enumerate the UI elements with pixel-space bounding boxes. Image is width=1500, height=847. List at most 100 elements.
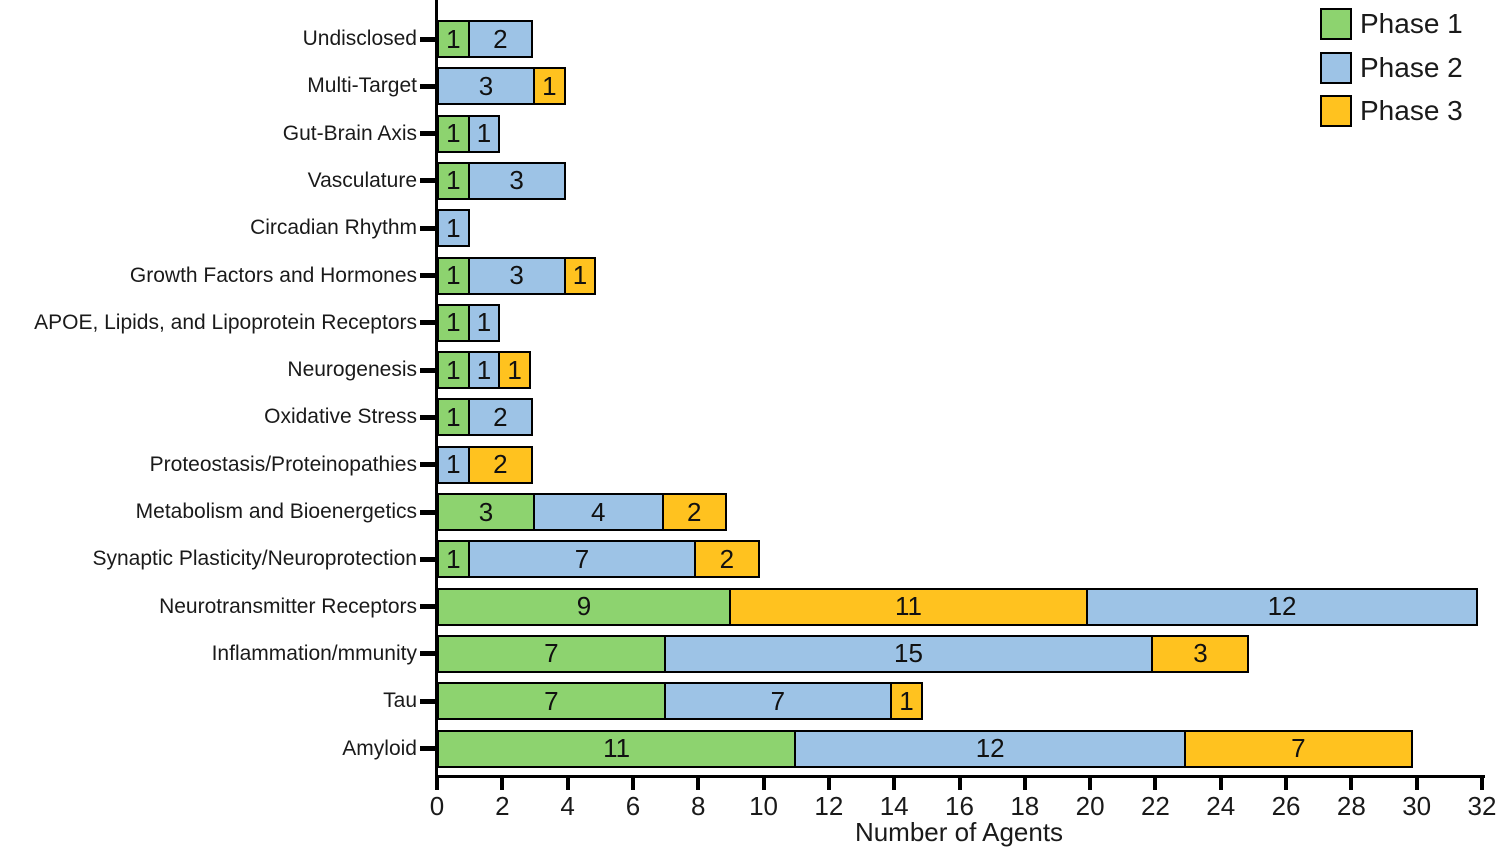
category-label: APOE, Lipids, and Lipoprotein Receptors [34, 310, 417, 334]
bar-segment: 3 [437, 67, 535, 106]
x-axis-tick [1480, 777, 1484, 790]
category-label: Neurogenesis [287, 358, 417, 382]
bar-segment: 3 [437, 493, 535, 531]
x-axis-tick [1088, 777, 1093, 790]
bar-segment: 1 [437, 303, 470, 342]
x-axis-tick-label: 0 [429, 791, 445, 821]
y-axis-tick [420, 509, 436, 515]
x-axis-tick-label: 24 [1206, 791, 1236, 821]
category-label: Metabolism and Bioenergetics [135, 500, 417, 523]
bar-segment: 1 [890, 682, 923, 721]
x-axis-tick [761, 777, 766, 790]
bar-segment: 12 [1086, 587, 1478, 626]
legend-label: Phase 3 [1360, 95, 1463, 126]
x-axis-tick-label: 12 [814, 791, 844, 821]
bar-segment: 1 [437, 540, 470, 579]
legend-swatch [1320, 95, 1352, 127]
bar-segment: 2 [661, 493, 727, 531]
category-label: Growth Factors and Hormones [129, 263, 417, 287]
bar-segment: 1 [437, 20, 470, 58]
x-axis-tick-label: 4 [560, 791, 575, 821]
y-axis-tick [420, 367, 436, 373]
x-axis-tick [500, 777, 505, 790]
x-axis-tick-label: 18 [1010, 791, 1040, 821]
x-axis-tick-label: 30 [1402, 791, 1432, 821]
bar-segment: 1 [437, 445, 470, 484]
x-axis-line [435, 775, 1485, 778]
bar-segment: 1 [467, 303, 501, 342]
y-axis-tick [420, 178, 436, 184]
y-axis-tick [420, 225, 436, 231]
x-axis-tick [1153, 777, 1158, 790]
bar-segment: 7 [467, 540, 697, 579]
bar-segment: 3 [467, 161, 566, 200]
x-axis-tick-label: 16 [945, 791, 974, 821]
category-label: Undisclosed [302, 27, 417, 50]
category-label: Proteostasis/Proteinopathies [149, 452, 417, 476]
x-axis-tick [826, 777, 831, 790]
bar-segment: 1 [467, 114, 501, 153]
x-axis-tick-label: 20 [1075, 791, 1105, 821]
y-axis-tick [420, 698, 436, 704]
y-axis-line [435, 0, 438, 778]
bar-segment: 1 [563, 256, 597, 295]
y-axis-tick [420, 273, 436, 278]
category-label: Circadian Rhythm [250, 216, 417, 240]
bar-segment: 12 [794, 729, 1187, 768]
x-axis-tick [957, 777, 962, 790]
y-axis-tick [420, 320, 436, 326]
bar-segment: 7 [663, 682, 893, 721]
category-label: Gut-Brain Axis [282, 121, 417, 145]
category-label: Tau [383, 689, 417, 713]
bar-segment: 1 [437, 256, 470, 295]
bar-segment: 11 [728, 587, 1089, 626]
bar-segment: 1 [498, 351, 531, 390]
x-axis-title: Number of Agents [854, 817, 1064, 847]
y-axis-tick [420, 131, 436, 137]
category-label: Inflammation/mmunity [211, 641, 417, 665]
x-axis-tick [1284, 777, 1289, 790]
bar-segment: 2 [467, 445, 533, 484]
y-axis-tick [420, 414, 436, 420]
category-label: Oxidative Stress [264, 405, 417, 429]
bar-segment: 11 [437, 729, 797, 768]
x-axis-tick-label: 32 [1467, 791, 1497, 821]
bar-segment: 15 [663, 634, 1154, 673]
bar-segment: 3 [1151, 634, 1250, 673]
y-axis-tick [420, 36, 436, 42]
y-axis-tick [420, 462, 436, 468]
legend-label: Phase 1 [1360, 8, 1463, 39]
x-axis-tick [1218, 777, 1223, 790]
bar-segment: 1 [437, 398, 470, 437]
x-axis-tick-label: 10 [749, 791, 779, 821]
legend-item: Phase 1 [1320, 8, 1463, 40]
bar-segment: 9 [437, 587, 731, 626]
y-axis-tick [420, 651, 436, 657]
bar-segment: 2 [694, 540, 760, 579]
category-label: Synaptic Plasticity/Neuroprotection [92, 547, 418, 571]
x-axis-tick-label: 26 [1271, 791, 1301, 821]
category-label: Neurotransmitter Receptors [159, 594, 417, 618]
bar-row: 1 [437, 209, 470, 248]
x-axis-tick-label: 6 [625, 791, 641, 821]
category-label: Vasculature [307, 168, 417, 192]
legend-swatch [1320, 51, 1352, 84]
bar-segment: 1 [467, 351, 501, 390]
y-axis-tick [420, 604, 436, 610]
bar-segment: 1 [437, 209, 470, 248]
bar-segment: 2 [467, 398, 533, 437]
bar-segment: 1 [437, 114, 470, 153]
bar-segment: 7 [437, 634, 666, 673]
bar-segment: 3 [467, 256, 566, 295]
y-axis-tick [420, 83, 436, 89]
y-axis-tick [420, 746, 436, 751]
bar-row: 11 12 7 [437, 729, 1413, 768]
